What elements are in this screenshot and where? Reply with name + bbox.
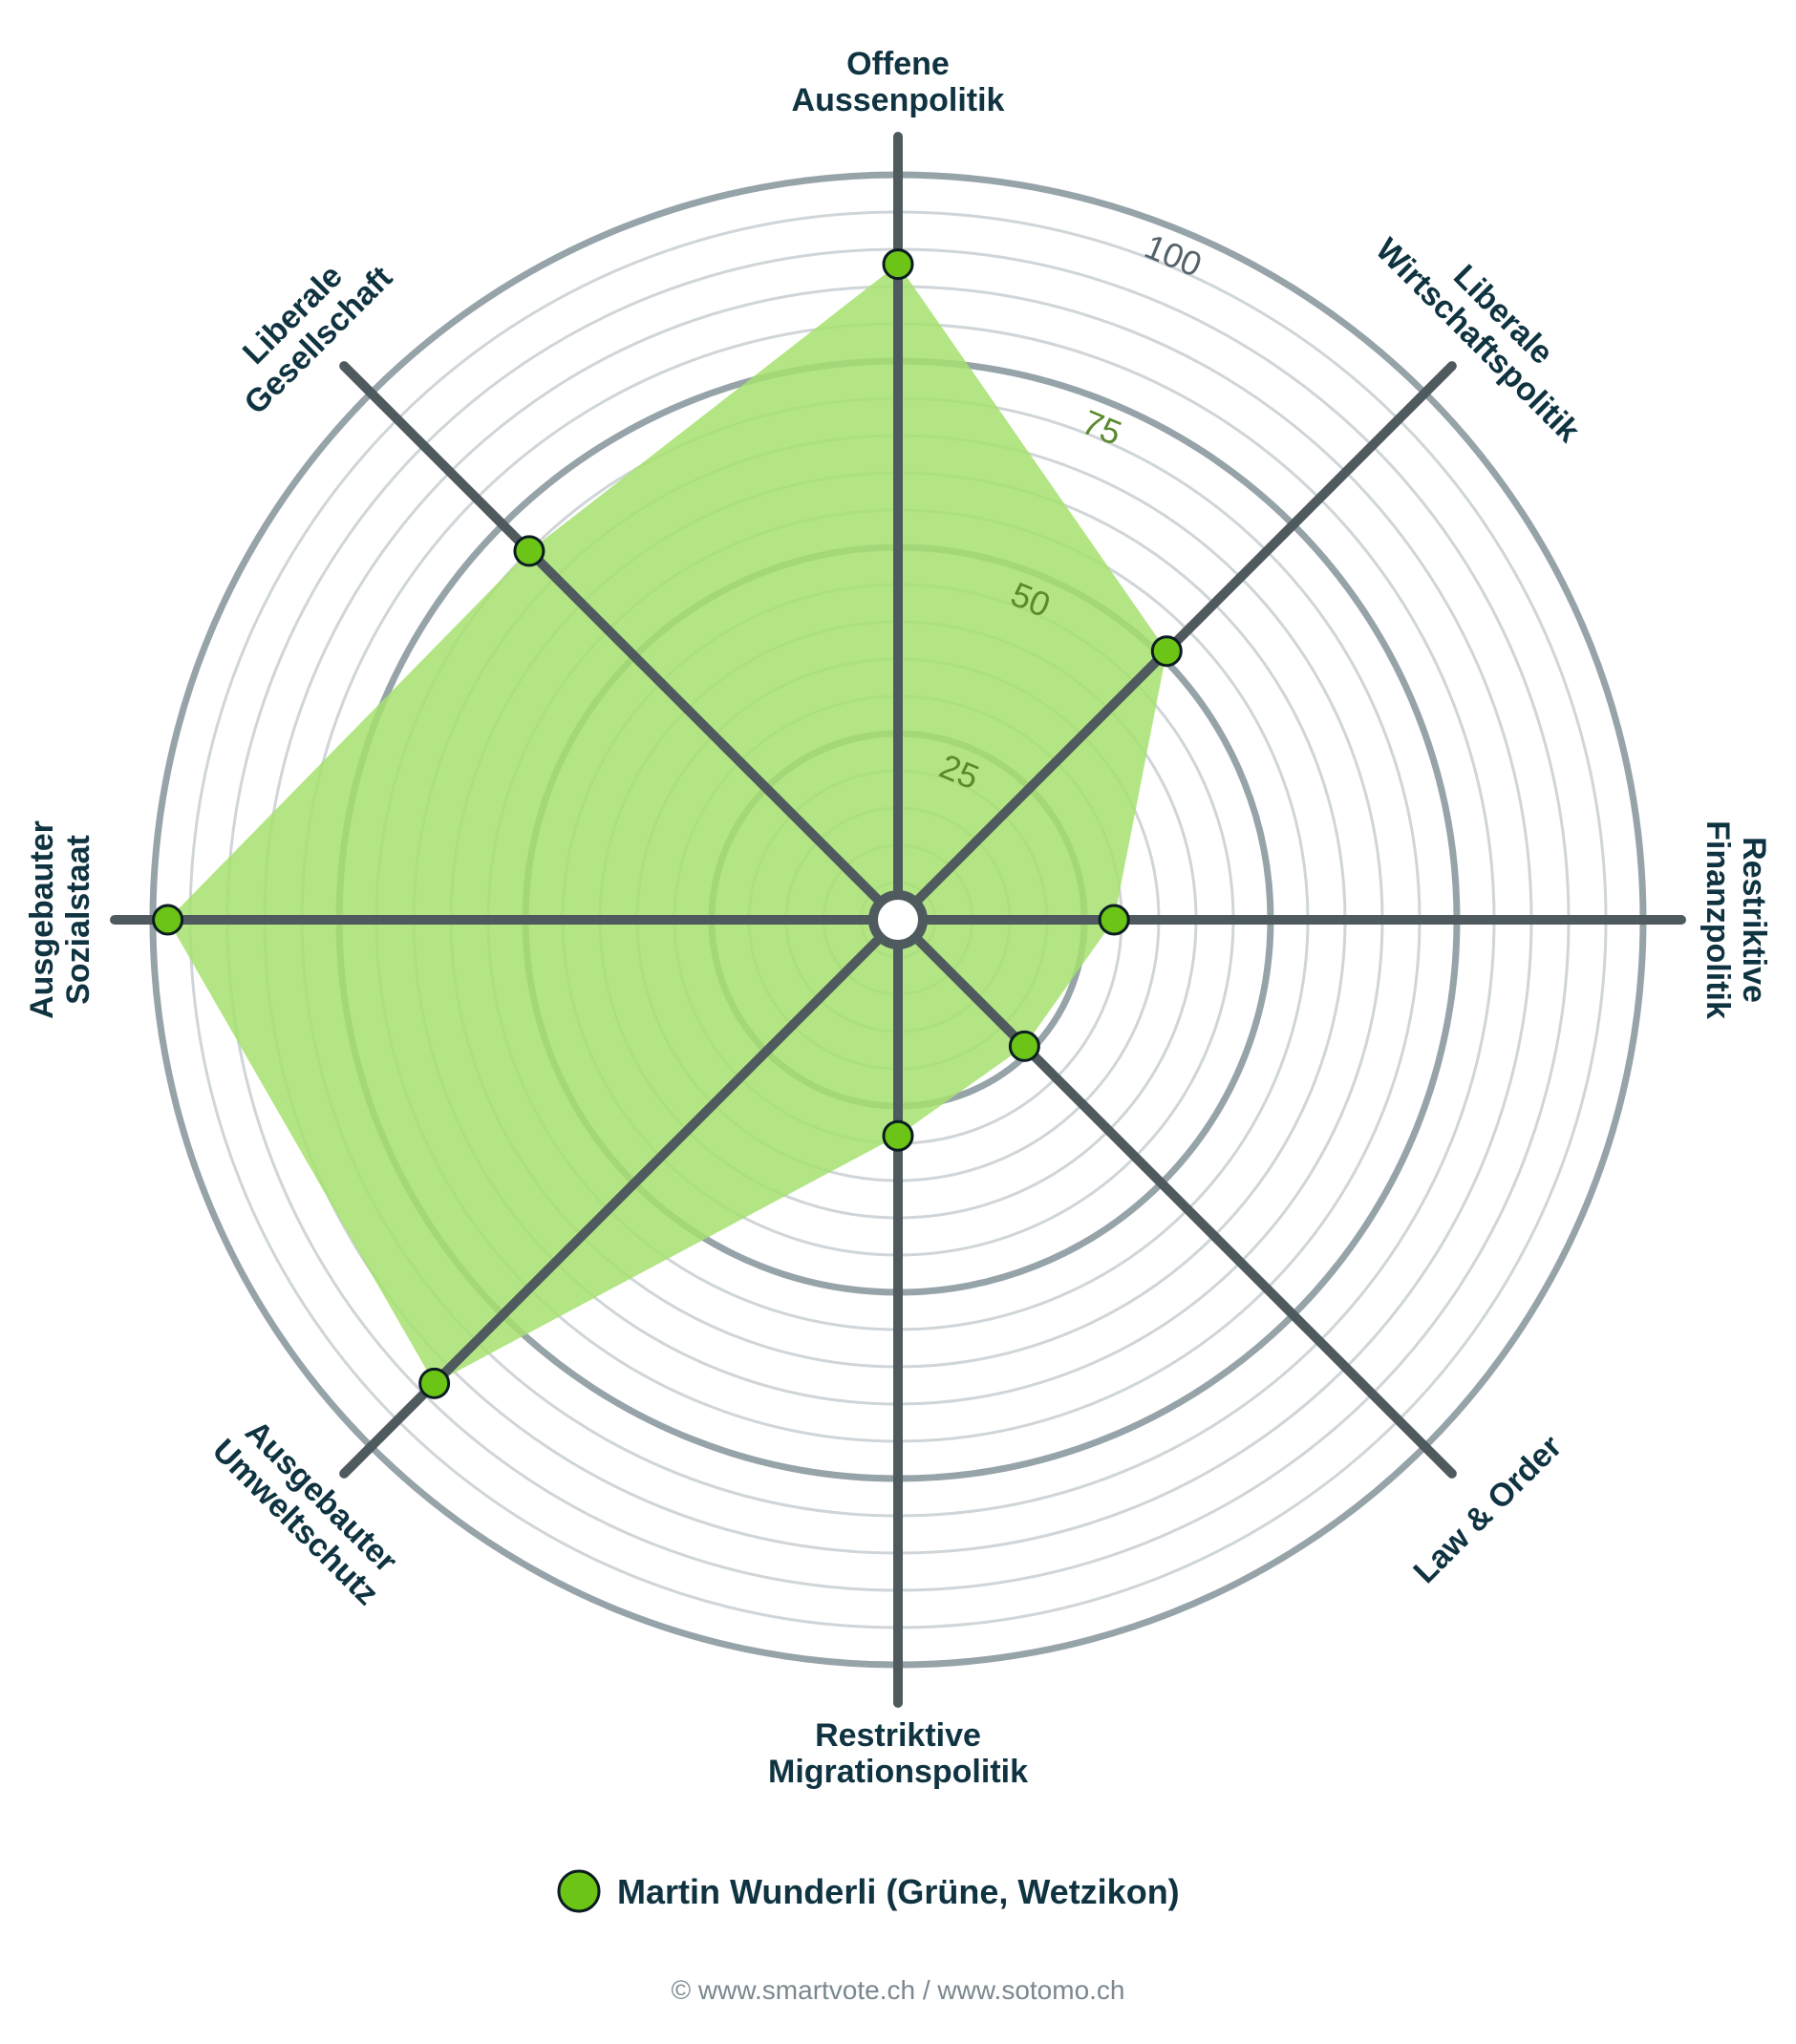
- data-point: [1098, 904, 1130, 936]
- axis-label-line: Migrationspolitik: [768, 1754, 1028, 1790]
- axis-spoke: [893, 915, 1457, 1479]
- data-point: [418, 1367, 451, 1399]
- data-markers: [152, 248, 1183, 1399]
- axis-label: Ausgebauter Sozialstaat: [24, 820, 96, 1019]
- series-area: [167, 264, 1167, 1384]
- axis-label-line: Sozialstaat: [60, 835, 96, 1005]
- data-area: [167, 264, 1167, 1384]
- axis-spoke: [339, 361, 903, 925]
- footer-credit: © www.smartvote.ch / www.sotomo.ch: [672, 1975, 1125, 2005]
- legend-marker: [557, 1869, 601, 1913]
- center-hub: [868, 890, 928, 949]
- legend: Martin Wunderli (Grüne, Wetzikon): [557, 1869, 1180, 1913]
- data-point: [152, 904, 184, 936]
- data-point: [513, 535, 545, 567]
- data-point: [1150, 635, 1183, 668]
- axis-label-line: Finanzpolitik: [1700, 820, 1736, 1019]
- data-point: [882, 248, 914, 281]
- axis-label-line: Ausgebauter: [24, 820, 60, 1019]
- axis-label-line: Aussenpolitik: [792, 82, 1005, 118]
- axis-spokes: [110, 132, 1686, 1708]
- data-point: [1008, 1030, 1040, 1062]
- legend-label: Martin Wunderli (Grüne, Wetzikon): [617, 1872, 1180, 1911]
- axis-label-line: Restriktive: [815, 1717, 981, 1754]
- axis-label-line: Offene: [846, 46, 950, 82]
- data-point: [882, 1119, 914, 1152]
- axis-label-line: Restriktive: [1736, 837, 1772, 1003]
